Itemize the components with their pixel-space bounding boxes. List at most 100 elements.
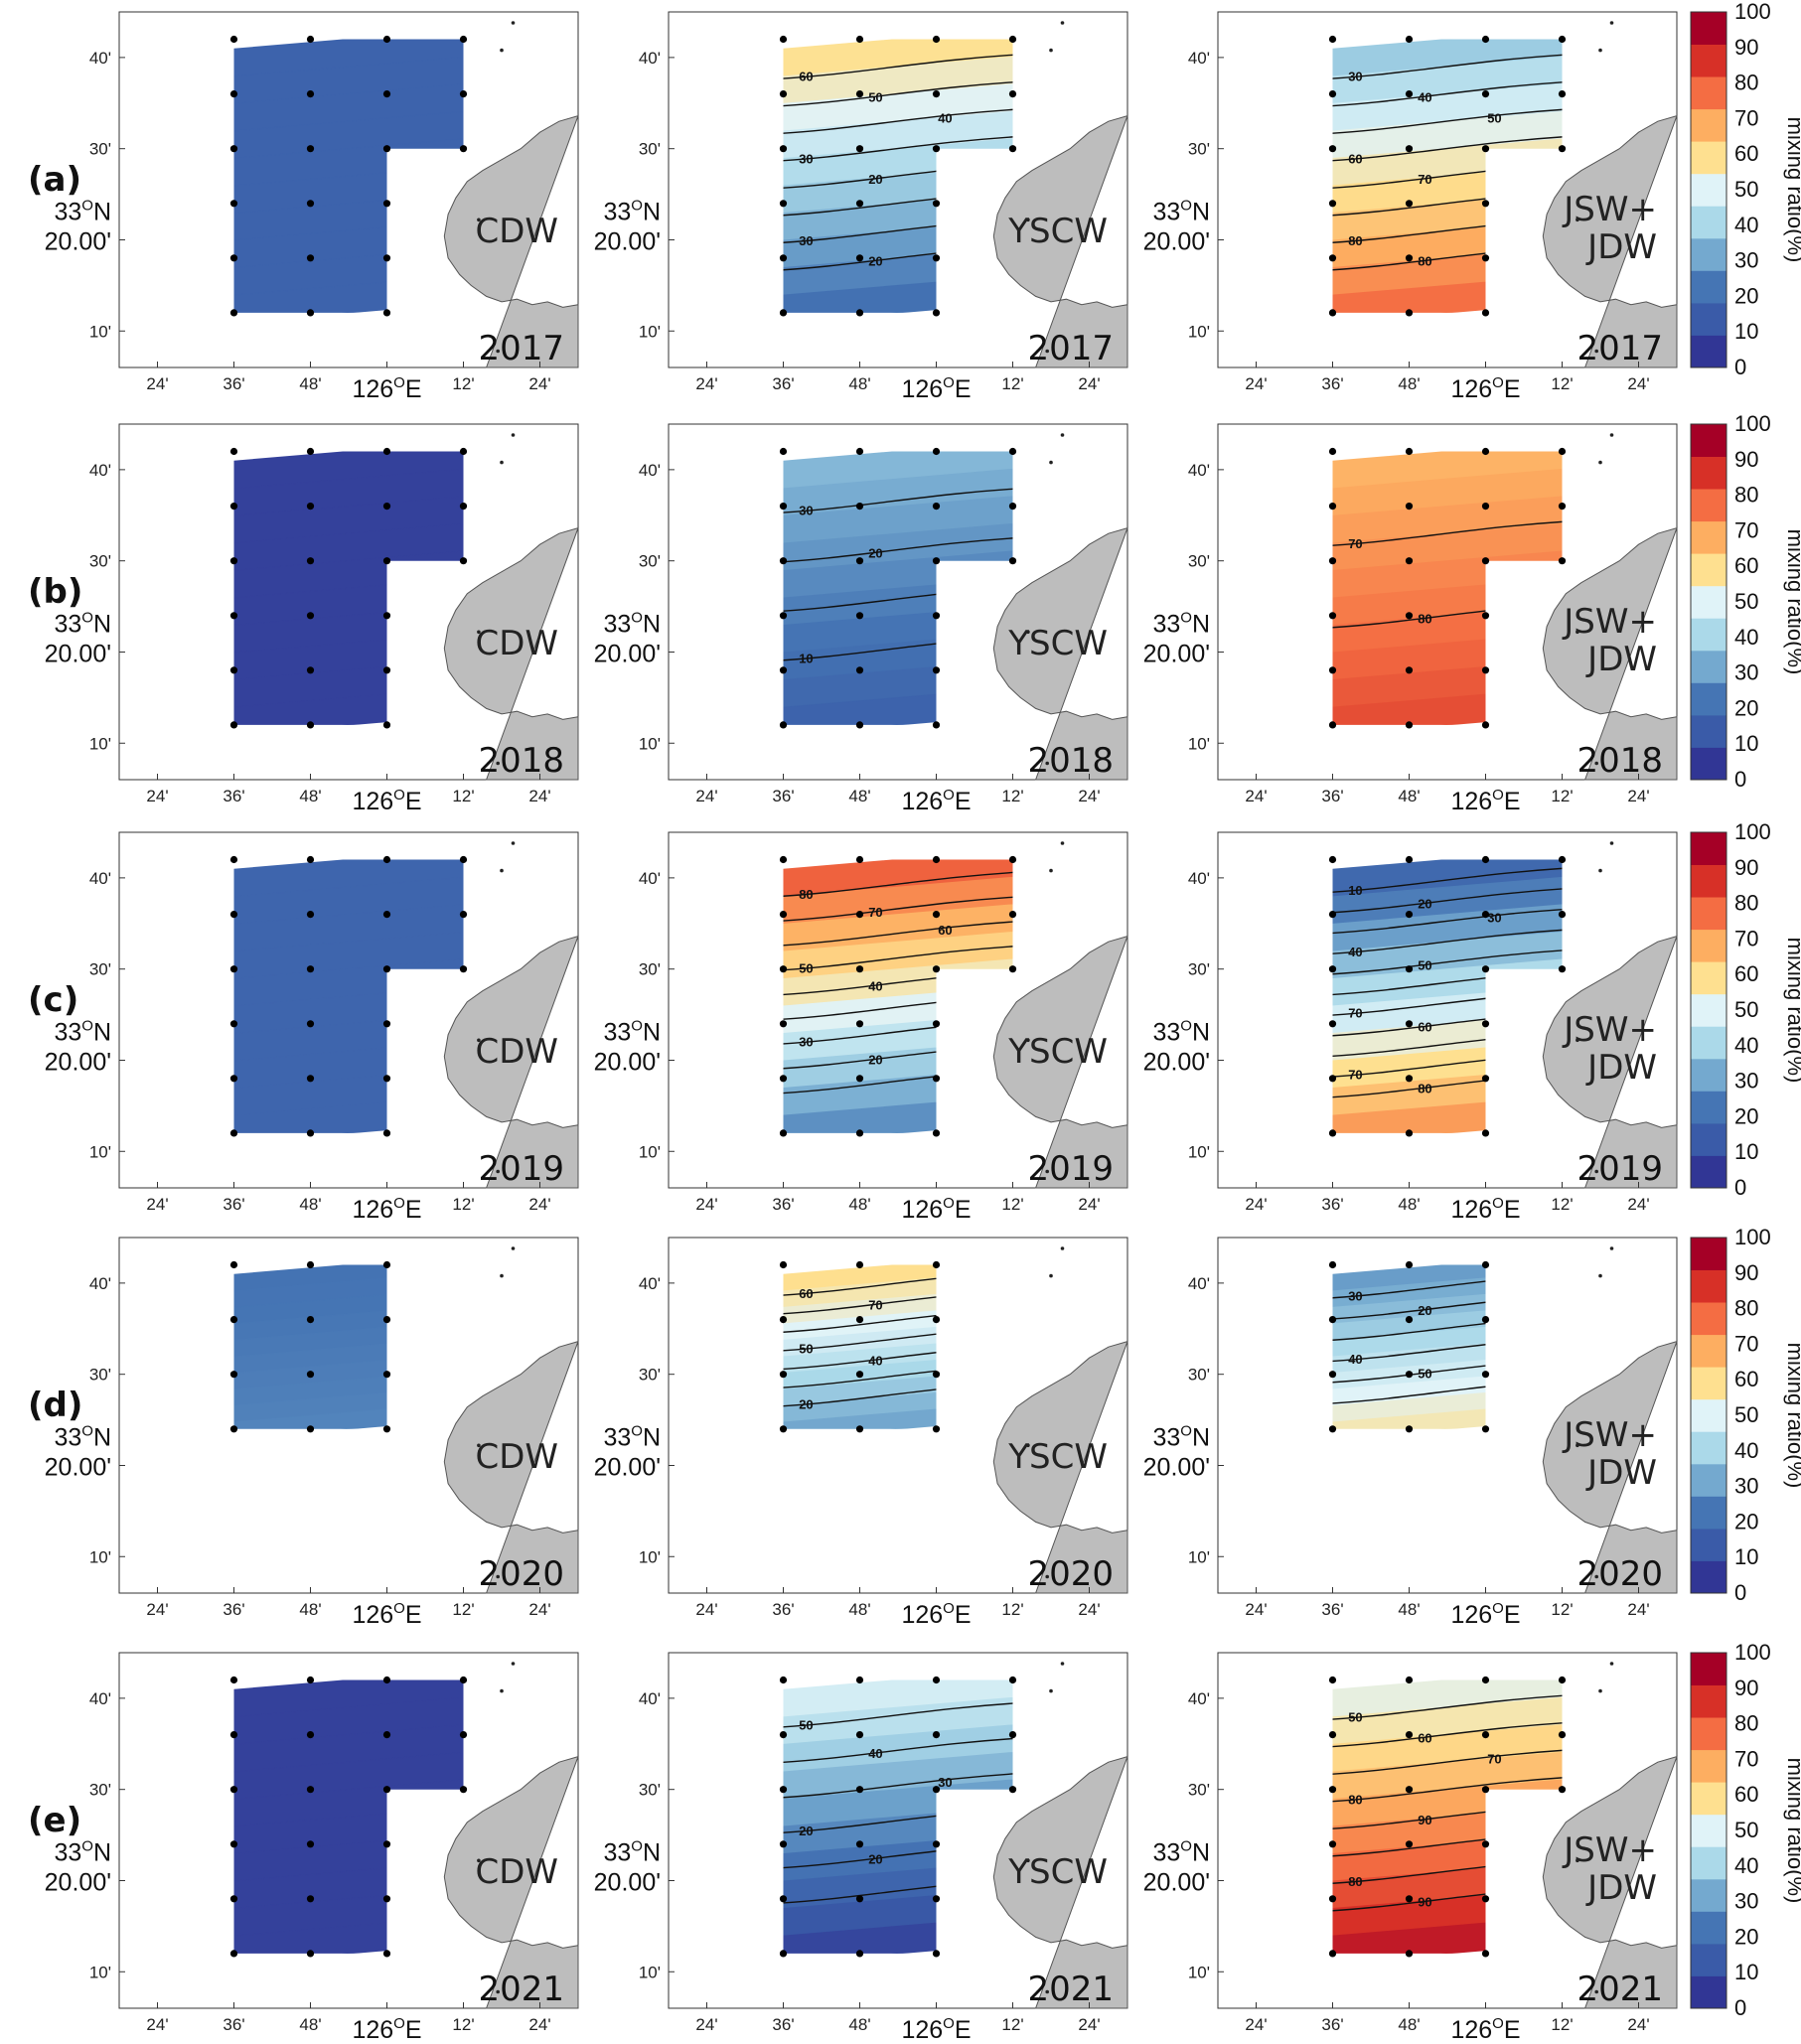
contour-line <box>1332 1720 1563 1749</box>
islet <box>1049 1273 1053 1278</box>
x-tick-label: 12' <box>452 2015 474 2034</box>
island-landmass <box>1542 1340 1678 1594</box>
year-label: 2020 <box>1576 1554 1663 1594</box>
station-dot <box>229 911 238 919</box>
colorbar-swatch <box>1691 270 1726 304</box>
year-label: 2019 <box>478 1149 564 1189</box>
station-dot <box>779 1676 788 1684</box>
island-landmass <box>1542 114 1678 368</box>
station-dot <box>779 1425 788 1433</box>
station-dot <box>1481 447 1490 456</box>
contour-label: 20 <box>868 1053 882 1068</box>
y-tick-label: 10' <box>89 734 111 753</box>
contours: 3040506070808080 <box>1332 53 1563 272</box>
contour-line <box>783 895 1013 923</box>
colorbar-swatch <box>1691 864 1726 898</box>
year-label: 2019 <box>1027 1149 1114 1189</box>
colorbar-tick-label: 30 <box>1734 1069 1758 1094</box>
y-tick-label: 30' <box>89 1366 111 1385</box>
station-dot <box>382 1676 391 1684</box>
station-dot <box>229 1895 238 1903</box>
contour-label: 30 <box>799 504 813 518</box>
x-tick-label: 12' <box>1551 1600 1573 1619</box>
colorbar-swatch <box>1691 1846 1726 1880</box>
colorbar-swatch <box>1691 108 1726 142</box>
contour-label: 80 <box>1348 1874 1362 1889</box>
station-dot <box>1328 1371 1337 1379</box>
y-tick-label: 40' <box>1188 461 1210 480</box>
contour-label: 60 <box>1418 1020 1431 1035</box>
field-band <box>783 1721 1013 1776</box>
station-dot <box>1328 1129 1337 1137</box>
station-dot <box>1481 309 1490 317</box>
x-tick-label: 36' <box>1321 374 1343 393</box>
y-tick-label: 40' <box>1188 1274 1210 1293</box>
station-dot <box>779 1786 788 1794</box>
colorbar-swatch <box>1691 1653 1726 1685</box>
field-band <box>1332 39 1563 80</box>
station-dot <box>306 911 315 919</box>
islet <box>1598 48 1602 53</box>
year-label: 2018 <box>1027 741 1114 781</box>
station-dot <box>1558 1786 1567 1794</box>
field-band <box>1332 1366 1486 1410</box>
contour-label: 80 <box>799 887 813 902</box>
station-dot <box>459 35 468 44</box>
y-tick-label: 20.00' <box>45 641 111 668</box>
station-dot <box>779 1260 788 1269</box>
station-dot <box>229 965 238 973</box>
station-dot <box>1405 1260 1414 1269</box>
contour-line <box>783 135 1013 163</box>
field-band <box>783 928 1013 983</box>
station-dot <box>306 1950 315 1958</box>
station-dot <box>459 145 468 153</box>
station-dot <box>229 503 238 511</box>
station-dot <box>779 1895 788 1903</box>
station-dot <box>1405 911 1414 919</box>
field-band <box>1332 1333 1486 1378</box>
x-tick-label: 36' <box>772 374 794 393</box>
colorbar-tick-label: 40 <box>1734 1853 1758 1878</box>
x-tick-label: 36' <box>223 1195 244 1214</box>
station-dot <box>932 911 941 919</box>
station-dot <box>1481 200 1490 208</box>
year-label: 2017 <box>1027 329 1114 368</box>
x-tick-label: 24' <box>528 1600 550 1619</box>
station-dot <box>1405 200 1414 208</box>
colorbar-swatch <box>1691 1367 1726 1400</box>
water-mass-label: CDW <box>475 1852 558 1892</box>
contour-label: 20 <box>799 1824 813 1838</box>
station-dot <box>855 1786 864 1794</box>
station-dot <box>855 1129 864 1137</box>
island-landmass <box>992 1340 1128 1594</box>
station-dot <box>306 35 315 44</box>
y-major-label: 33ON <box>1152 1423 1210 1452</box>
colorbar-tick-label: 60 <box>1734 1367 1758 1391</box>
field-band <box>233 107 464 163</box>
station-dot <box>1328 200 1337 208</box>
station-dot <box>306 855 315 864</box>
station-dot <box>1405 1786 1414 1794</box>
water-mass-label: JSW+ <box>1562 602 1657 642</box>
station-dot <box>459 855 468 864</box>
station-dot <box>306 1020 315 1028</box>
y-tick-label: 40' <box>89 461 111 480</box>
colorbar-swatch <box>1691 714 1726 748</box>
y-tick-label: 30' <box>1188 552 1210 571</box>
colorbar-swatch <box>1691 1560 1726 1594</box>
contour-label: 50 <box>1348 1710 1362 1725</box>
colorbar-tick-label: 40 <box>1734 213 1758 237</box>
station-dot <box>932 965 941 973</box>
islet <box>1609 841 1614 845</box>
x-tick-label: 24' <box>528 787 550 805</box>
colorbar-swatch <box>1691 1975 1726 2009</box>
islet <box>511 21 516 25</box>
x-tick-label: 24' <box>695 787 717 805</box>
station-dot <box>459 1676 468 1684</box>
x-tick-label: 48' <box>299 1195 321 1214</box>
islet <box>1026 1858 1030 1863</box>
contour-line <box>783 1772 1013 1800</box>
station-dot <box>932 1129 941 1137</box>
colorbar-swatch <box>1691 1058 1726 1092</box>
contour-line <box>1332 1314 1486 1342</box>
